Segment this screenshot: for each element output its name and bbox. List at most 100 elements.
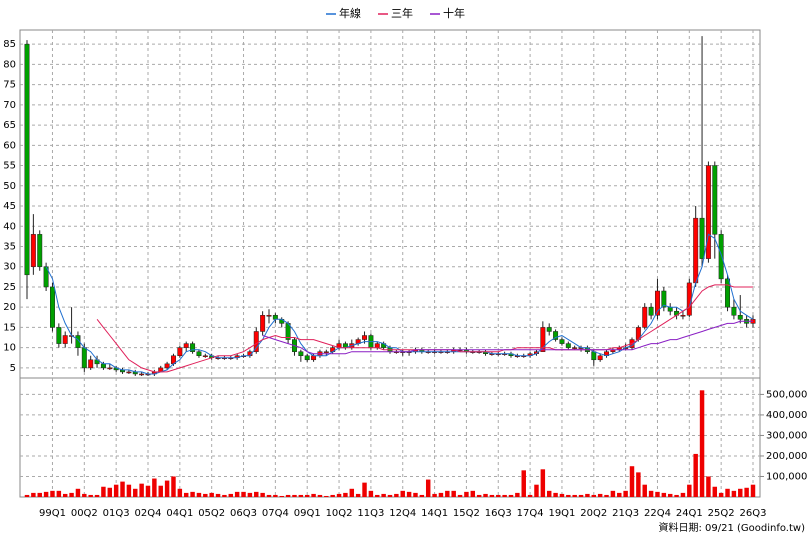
volume-bar bbox=[234, 491, 240, 497]
volume-bar bbox=[37, 492, 42, 497]
volume-bar bbox=[88, 494, 93, 497]
volume-bar bbox=[655, 491, 660, 497]
volume-bar bbox=[667, 493, 673, 497]
volume-bar bbox=[470, 490, 476, 497]
volume-bar bbox=[712, 486, 718, 497]
y-tick-label: 35 bbox=[3, 241, 16, 252]
volume-bar bbox=[508, 494, 514, 497]
candle-body bbox=[56, 327, 62, 344]
volume-bar bbox=[738, 488, 743, 497]
volume-bar bbox=[521, 470, 526, 497]
volume-bar bbox=[604, 494, 609, 497]
volume-bar bbox=[266, 494, 272, 497]
candle-body bbox=[62, 335, 68, 344]
candle-body bbox=[686, 282, 692, 316]
x-tick-label: 25Q2 bbox=[708, 508, 735, 519]
x-tick-label: 11Q3 bbox=[357, 508, 384, 519]
volume-bar bbox=[610, 490, 616, 497]
volume-bar bbox=[304, 494, 310, 497]
volume-bar bbox=[62, 493, 68, 497]
volume-bar bbox=[247, 492, 253, 497]
volume-bar bbox=[432, 493, 437, 497]
candle-body bbox=[266, 315, 272, 317]
y-tick-label: 40 bbox=[3, 221, 16, 232]
candle-body bbox=[362, 335, 368, 340]
volume-bar bbox=[113, 484, 119, 497]
volume-bar bbox=[183, 492, 189, 497]
candle-body bbox=[737, 315, 743, 320]
volume-bar bbox=[642, 484, 647, 497]
y-tick-label: 15 bbox=[3, 322, 16, 333]
x-tick-label: 14Q1 bbox=[421, 508, 448, 519]
candle-body bbox=[260, 315, 266, 332]
volume-bar bbox=[394, 493, 399, 497]
y2-tick-label: 400,000 bbox=[766, 410, 807, 421]
y-tick-label: 25 bbox=[3, 282, 16, 293]
y-tick-label: 5 bbox=[10, 363, 16, 374]
volume-bar bbox=[145, 485, 151, 497]
volume-bar bbox=[241, 491, 246, 497]
candle-body bbox=[572, 347, 578, 349]
candle-body bbox=[648, 306, 654, 316]
volume-bar bbox=[464, 491, 469, 497]
volume-bar bbox=[158, 485, 163, 497]
volume-bar bbox=[419, 494, 425, 497]
volume-bar bbox=[648, 490, 654, 497]
volume-bar bbox=[534, 484, 539, 497]
volume-bar bbox=[171, 476, 176, 497]
candle-body bbox=[565, 343, 571, 348]
volume-bar bbox=[578, 494, 584, 497]
candle-body bbox=[661, 290, 667, 308]
volume-bar bbox=[425, 479, 431, 497]
candle-body bbox=[81, 347, 87, 369]
volume-bar bbox=[597, 493, 603, 497]
x-tick-label: 05Q2 bbox=[198, 508, 225, 519]
volume-bar bbox=[591, 494, 597, 497]
y-tick-label: 50 bbox=[3, 181, 16, 192]
candle-body bbox=[553, 331, 559, 340]
y-tick-label: 55 bbox=[3, 161, 16, 172]
volume-bar bbox=[680, 492, 686, 497]
volume-bar bbox=[502, 494, 507, 497]
candle-body bbox=[718, 234, 724, 280]
volume-bar bbox=[203, 493, 208, 497]
x-tick-label: 00Q2 bbox=[71, 508, 98, 519]
source-note: 資料日期: 09/21 (Goodinfo.tw) bbox=[658, 521, 805, 534]
volume-bar bbox=[566, 494, 571, 497]
volume-bar bbox=[260, 492, 265, 497]
y2-tick-label: 500,000 bbox=[766, 389, 807, 400]
candle-body bbox=[712, 165, 718, 235]
volume-bar bbox=[718, 492, 724, 497]
volume-bar bbox=[445, 490, 450, 497]
volume-bar bbox=[438, 492, 444, 497]
volume-bar bbox=[190, 491, 195, 497]
volume-bar bbox=[330, 494, 335, 497]
candle-body bbox=[540, 327, 546, 352]
x-tick-label: 99Q1 bbox=[39, 508, 66, 519]
x-tick-label: 16Q3 bbox=[485, 508, 512, 519]
candle-body bbox=[190, 343, 196, 352]
volume-bar bbox=[661, 492, 667, 497]
volume-bar bbox=[406, 491, 412, 497]
x-tick-label: 07Q4 bbox=[262, 508, 289, 519]
candle-body bbox=[37, 234, 43, 267]
candle-body bbox=[24, 43, 30, 276]
volume-bar bbox=[540, 469, 546, 497]
y-tick-label: 70 bbox=[3, 100, 16, 111]
candle-body bbox=[705, 165, 711, 259]
volume-bar bbox=[553, 492, 558, 497]
y2-tick-label: 100,000 bbox=[766, 471, 807, 482]
legend-label: 年線 bbox=[339, 6, 361, 20]
volume-bar bbox=[387, 494, 393, 497]
candle-body bbox=[699, 217, 705, 259]
volume-bar bbox=[94, 494, 100, 497]
volume-bar bbox=[101, 486, 106, 497]
volume-bar bbox=[527, 494, 533, 497]
candle-body bbox=[642, 306, 648, 328]
x-tick-label: 09Q1 bbox=[294, 508, 321, 519]
volume-bar bbox=[343, 492, 348, 497]
volume-bar bbox=[546, 490, 552, 497]
y2-tick-label: 200,000 bbox=[766, 451, 807, 462]
x-tick-label: 22Q4 bbox=[644, 508, 671, 519]
x-tick-label: 21Q3 bbox=[612, 508, 639, 519]
